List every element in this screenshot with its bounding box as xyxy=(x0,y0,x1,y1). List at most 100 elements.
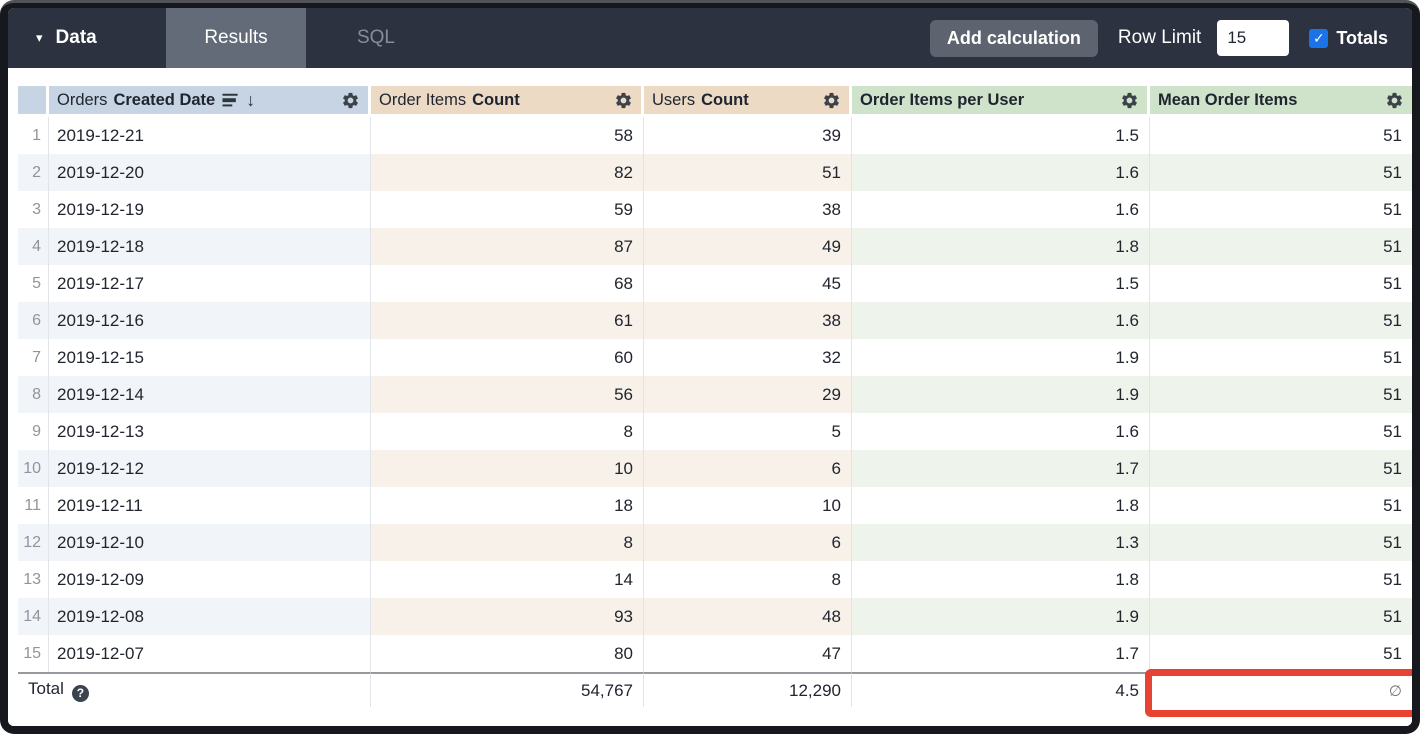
cell-users-count[interactable]: 49 xyxy=(644,228,852,265)
cell-mean-order-items[interactable]: 51 xyxy=(1150,376,1412,413)
cell-mean-order-items[interactable]: 51 xyxy=(1383,495,1402,515)
cell-order-items-per-user[interactable]: 1.7 xyxy=(852,635,1150,672)
cell-mean-order-items[interactable]: 51 xyxy=(1150,228,1412,265)
cell-users-count[interactable]: 47 xyxy=(644,635,852,672)
cell-order-items-count[interactable]: 8 xyxy=(371,524,644,561)
tab-results[interactable]: Results xyxy=(166,8,306,68)
cell-orders-created-date[interactable]: 2019-12-12 xyxy=(49,450,371,487)
cell-mean-order-items[interactable]: 51 xyxy=(1150,598,1412,635)
cell-order-items-count[interactable]: 68 xyxy=(371,265,644,302)
cell-users-count[interactable]: 5 xyxy=(644,413,852,450)
cell-orders-created-date[interactable]: 2019-12-09 xyxy=(49,561,371,598)
cell-order-items-per-user[interactable]: 1.6 xyxy=(852,302,1150,339)
total-order-items-count[interactable]: 54,767 xyxy=(371,672,644,707)
cell-mean-order-items[interactable]: 51 xyxy=(1150,154,1412,191)
tab-sql[interactable]: SQL xyxy=(306,8,446,68)
cell-orders-created-date[interactable]: 2019-12-19 xyxy=(49,191,371,228)
cell-mean-order-items[interactable]: 51 xyxy=(1383,421,1402,441)
add-calculation-button[interactable]: Add calculation xyxy=(929,19,1098,57)
cell-order-items-per-user[interactable]: 1.8 xyxy=(852,561,1150,598)
column-header-order-items-per-user[interactable]: Order Items per User xyxy=(852,86,1150,117)
gear-icon[interactable] xyxy=(1120,91,1139,110)
cell-order-items-count[interactable]: 80 xyxy=(371,635,644,672)
cell-mean-order-items[interactable]: 51 xyxy=(1383,199,1402,219)
total-users-count[interactable]: 12,290 xyxy=(644,672,852,707)
cell-mean-order-items[interactable]: 51 xyxy=(1150,524,1412,561)
cell-users-count[interactable]: 10 xyxy=(644,487,852,524)
cell-order-items-count[interactable]: 56 xyxy=(371,376,644,413)
cell-order-items-count[interactable]: 58 xyxy=(371,117,644,154)
cell-order-items-per-user[interactable]: 1.6 xyxy=(852,191,1150,228)
cell-order-items-per-user[interactable]: 1.7 xyxy=(852,450,1150,487)
help-icon[interactable]: ? xyxy=(71,684,89,702)
cell-order-items-count[interactable]: 59 xyxy=(371,191,644,228)
cell-mean-order-items[interactable]: 51 xyxy=(1383,347,1402,367)
cell-order-items-per-user[interactable]: 1.5 xyxy=(852,117,1150,154)
cell-orders-created-date[interactable]: 2019-12-21 xyxy=(49,117,371,154)
cell-users-count[interactable]: 8 xyxy=(644,561,852,598)
cell-order-items-count[interactable]: 93 xyxy=(371,598,644,635)
cell-mean-order-items[interactable]: 51 xyxy=(1383,125,1402,145)
totals-checkbox[interactable]: ✓ xyxy=(1309,28,1329,48)
gear-icon[interactable] xyxy=(614,91,633,110)
column-header-order-items-count[interactable]: Order Items Count xyxy=(371,86,644,117)
cell-users-count[interactable]: 6 xyxy=(644,450,852,487)
total-order-items-per-user[interactable]: 4.5 xyxy=(852,672,1150,707)
cell-mean-order-items[interactable]: 51 xyxy=(1383,569,1402,589)
cell-users-count[interactable]: 45 xyxy=(644,265,852,302)
cell-order-items-count[interactable]: 87 xyxy=(371,228,644,265)
cell-orders-created-date[interactable]: 2019-12-20 xyxy=(49,154,371,191)
cell-users-count[interactable]: 6 xyxy=(644,524,852,561)
column-header-users-count[interactable]: Users Count xyxy=(644,86,852,117)
cell-users-count[interactable]: 38 xyxy=(644,191,852,228)
row-number: 2 xyxy=(18,154,49,191)
cell-order-items-per-user[interactable]: 1.9 xyxy=(852,598,1150,635)
cell-orders-created-date[interactable]: 2019-12-17 xyxy=(49,265,371,302)
cell-order-items-per-user[interactable]: 1.8 xyxy=(852,228,1150,265)
cell-order-items-per-user[interactable]: 1.6 xyxy=(852,154,1150,191)
cell-mean-order-items[interactable]: 51 xyxy=(1383,643,1402,663)
cell-orders-created-date[interactable]: 2019-12-11 xyxy=(49,487,371,524)
cell-mean-order-items[interactable]: 51 xyxy=(1150,302,1412,339)
cell-order-items-per-user[interactable]: 1.9 xyxy=(852,339,1150,376)
cell-orders-created-date[interactable]: 2019-12-07 xyxy=(49,635,371,672)
cell-orders-created-date[interactable]: 2019-12-10 xyxy=(49,524,371,561)
column-header-orders-created-date[interactable]: Orders Created Date ↓ xyxy=(49,86,371,117)
cell-order-items-count[interactable]: 8 xyxy=(371,413,644,450)
cell-order-items-per-user[interactable]: 1.5 xyxy=(852,265,1150,302)
gear-icon[interactable] xyxy=(341,91,360,110)
cell-mean-order-items[interactable]: 51 xyxy=(1383,273,1402,293)
cell-order-items-count[interactable]: 18 xyxy=(371,487,644,524)
cell-users-count[interactable]: 39 xyxy=(644,117,852,154)
cell-order-items-count[interactable]: 82 xyxy=(371,154,644,191)
cell-users-count[interactable]: 51 xyxy=(644,154,852,191)
cell-users-count[interactable]: 32 xyxy=(644,339,852,376)
row-limit-input[interactable] xyxy=(1217,20,1290,56)
cell-orders-created-date[interactable]: 2019-12-14 xyxy=(49,376,371,413)
cell-orders-created-date[interactable]: 2019-12-08 xyxy=(49,598,371,635)
cell-orders-created-date[interactable]: 2019-12-18 xyxy=(49,228,371,265)
cell-orders-created-date[interactable]: 2019-12-15 xyxy=(49,339,371,376)
cell-users-count[interactable]: 29 xyxy=(644,376,852,413)
cell-order-items-per-user[interactable]: 1.6 xyxy=(852,413,1150,450)
cell-users-count[interactable]: 38 xyxy=(644,302,852,339)
cell-order-items-per-user[interactable]: 1.8 xyxy=(852,487,1150,524)
cell-order-items-count[interactable]: 14 xyxy=(371,561,644,598)
row-number: 5 xyxy=(18,265,49,302)
gear-icon[interactable] xyxy=(822,91,841,110)
cell-mean-order-items[interactable]: 51 xyxy=(1150,450,1412,487)
gear-icon[interactable] xyxy=(1385,91,1404,110)
total-mean-order-items[interactable]: ∅ xyxy=(1145,669,1412,717)
cell-users-count[interactable]: 48 xyxy=(644,598,852,635)
cell-orders-created-date[interactable]: 2019-12-13 xyxy=(49,413,371,450)
cell-order-items-count[interactable]: 60 xyxy=(371,339,644,376)
cell-order-items-count[interactable]: 61 xyxy=(371,302,644,339)
table-row: 9 2019-12-13 8 5 1.6 51 xyxy=(18,413,1412,450)
cell-orders-created-date[interactable]: 2019-12-16 xyxy=(49,302,371,339)
cell-order-items-per-user[interactable]: 1.3 xyxy=(852,524,1150,561)
column-header-mean-order-items[interactable]: Mean Order Items xyxy=(1150,86,1412,117)
cell-order-items-per-user[interactable]: 1.9 xyxy=(852,376,1150,413)
totals-toggle[interactable]: ✓ Totals xyxy=(1309,28,1388,49)
cell-order-items-count[interactable]: 10 xyxy=(371,450,644,487)
tab-data[interactable]: ▾ Data xyxy=(8,8,166,68)
